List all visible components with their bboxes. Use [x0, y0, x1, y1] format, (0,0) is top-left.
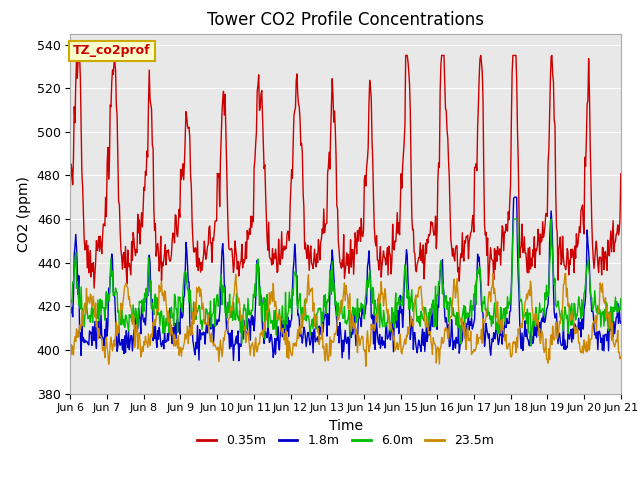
0.35m: [134, 230, 142, 236]
Line: 1.8m: 1.8m: [70, 197, 621, 361]
23.5m: [218, 354, 226, 360]
Y-axis label: CO2 (ppm): CO2 (ppm): [17, 176, 31, 252]
0.35m: [77, 126, 85, 132]
6.0m: [67, 314, 74, 320]
Legend: 0.35m, 1.8m, 6.0m, 23.5m: 0.35m, 1.8m, 6.0m, 23.5m: [193, 429, 499, 452]
23.5m: [189, 309, 196, 315]
6.0m: [429, 305, 436, 311]
1.8m: [133, 328, 141, 334]
0.35m: [617, 171, 625, 177]
Line: 0.35m: 0.35m: [70, 55, 621, 288]
1.8m: [429, 313, 437, 319]
6.0m: [617, 296, 625, 301]
6.0m: [527, 343, 535, 349]
6.0m: [413, 310, 420, 316]
6.0m: [510, 216, 518, 222]
23.5m: [489, 271, 497, 276]
23.5m: [429, 335, 437, 341]
Line: 6.0m: 6.0m: [70, 219, 621, 346]
1.8m: [189, 337, 196, 343]
1.8m: [77, 330, 84, 336]
Line: 23.5m: 23.5m: [70, 274, 621, 366]
23.5m: [413, 292, 421, 298]
1.8m: [617, 321, 625, 326]
23.5m: [617, 354, 625, 360]
1.8m: [235, 358, 243, 364]
0.35m: [220, 88, 227, 94]
0.35m: [90, 285, 98, 291]
23.5m: [133, 327, 141, 333]
6.0m: [77, 306, 84, 312]
0.35m: [67, 184, 74, 190]
1.8m: [413, 350, 421, 356]
6.0m: [133, 327, 141, 333]
1.8m: [511, 194, 518, 200]
X-axis label: Time: Time: [328, 419, 363, 433]
1.8m: [67, 307, 74, 312]
0.35m: [191, 249, 198, 255]
23.5m: [362, 363, 370, 369]
Title: Tower CO2 Profile Concentrations: Tower CO2 Profile Concentrations: [207, 11, 484, 29]
23.5m: [67, 356, 74, 361]
6.0m: [218, 302, 226, 308]
6.0m: [189, 312, 196, 318]
1.8m: [218, 248, 226, 253]
0.35m: [414, 259, 422, 264]
0.35m: [75, 52, 83, 58]
0.35m: [430, 232, 438, 238]
23.5m: [77, 326, 84, 332]
Text: TZ_co2prof: TZ_co2prof: [73, 44, 151, 58]
